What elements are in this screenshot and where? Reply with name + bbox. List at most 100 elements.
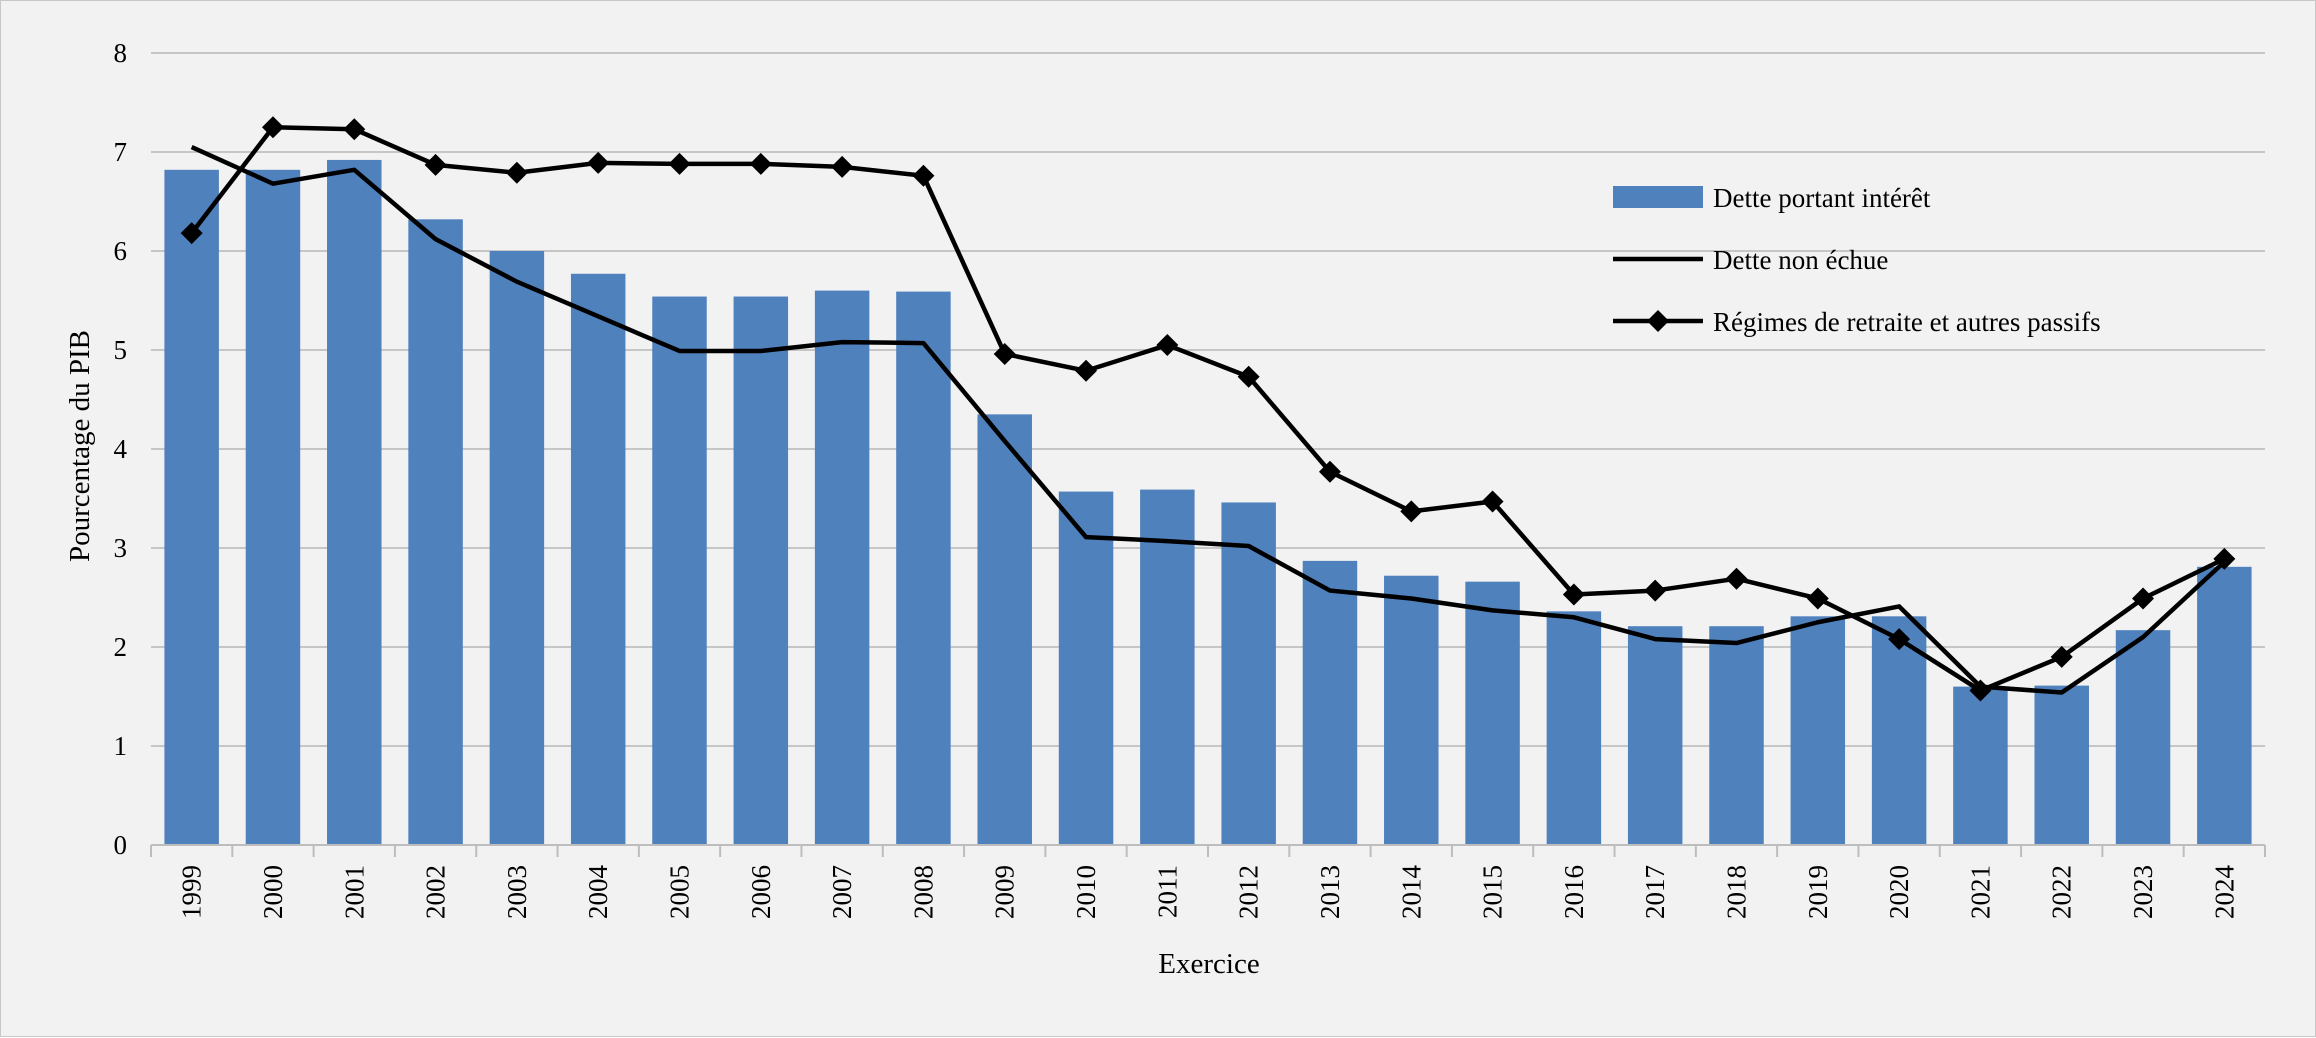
marker-point-2015 (1481, 490, 1504, 513)
marker-point-2009 (993, 342, 1016, 365)
bar-2002 (408, 219, 463, 845)
bar-2006 (733, 296, 789, 845)
legend-swatch-bar (1613, 186, 1703, 208)
marker-point-2016 (1562, 583, 1585, 606)
marker-point-2019 (1806, 587, 1829, 610)
bar-2016 (1546, 611, 1602, 845)
bar-2007 (814, 290, 870, 846)
bar-1999 (164, 169, 219, 845)
x-tick-label-1999: 1999 (177, 865, 207, 919)
y-tick-label-5: 5 (114, 335, 128, 365)
bar-2014 (1384, 575, 1439, 845)
marker-point-2004 (587, 151, 610, 174)
x-tick-label-2003: 2003 (502, 865, 532, 919)
x-tick-label-2004: 2004 (583, 865, 613, 920)
x-tick-label-2015: 2015 (1478, 865, 1508, 919)
legend-swatch-marker (1647, 310, 1669, 332)
marker-point-2001 (343, 118, 366, 141)
bar-2024 (2197, 566, 2252, 845)
series-line-dette-non-echue (190, 144, 2226, 695)
marker-point-2013 (1318, 460, 1341, 483)
marker-point-2012 (1237, 365, 1260, 388)
marker-point-2005 (668, 152, 691, 175)
y-tick-label-1: 1 (114, 731, 128, 761)
x-tick-label-2009: 2009 (990, 865, 1020, 919)
axes-layer: 0 1 2 3 4 5 6 7 8 1999 2000 2001 2002 2003 2004 2005 200… (114, 38, 2266, 919)
marker-point-2014 (1400, 500, 1423, 523)
bar-2018 (1709, 626, 1764, 845)
y-axis-title: Pourcentage du PIB (64, 330, 96, 562)
marker-point-2020 (1888, 628, 1911, 651)
bar-2011 (1140, 489, 1195, 845)
bar-2010 (1058, 491, 1114, 845)
legend-label: Régimes de retraite et autres passifs (1713, 307, 2101, 337)
x-tick-label-2022: 2022 (2047, 865, 2077, 919)
bar-2005 (652, 296, 707, 845)
bar-2000 (245, 169, 301, 845)
bars-layer (164, 159, 2252, 846)
bar-2009 (977, 414, 1032, 845)
lines-layer (180, 116, 2236, 702)
marker-point-2006 (749, 152, 772, 175)
marker-point-2024 (2213, 547, 2236, 570)
bar-2019 (1790, 616, 1846, 845)
x-tick-label-2012: 2012 (1234, 865, 1264, 919)
series-line-regimes-retraite (189, 125, 2226, 693)
marker-point-2017 (1644, 579, 1667, 602)
marker-point-2022 (2050, 645, 2073, 668)
x-tick-label-2013: 2013 (1315, 865, 1345, 919)
y-tick-label-0: 0 (114, 830, 128, 860)
marker-point-2023 (2132, 587, 2155, 610)
bar-2008 (896, 291, 951, 846)
y-tick-label-4: 4 (114, 434, 128, 464)
bar-2022 (2034, 685, 2089, 845)
bar-2003 (489, 251, 545, 845)
x-tick-label-2000: 2000 (258, 865, 288, 919)
x-tick-label-2007: 2007 (827, 865, 857, 919)
bar-2017 (1627, 626, 1683, 845)
y-tick-label-2: 2 (114, 632, 128, 662)
bar-2004 (570, 273, 626, 845)
x-axis-title: Exercice (1158, 948, 1259, 980)
bar-2020 (1871, 616, 1927, 845)
x-tick-label-2010: 2010 (1071, 865, 1101, 919)
bar-2001 (327, 159, 382, 846)
x-tick-label-2006: 2006 (746, 865, 776, 919)
x-tick-label-2019: 2019 (1803, 865, 1833, 919)
x-tick-label-2001: 2001 (339, 865, 369, 919)
y-tick-label-8: 8 (114, 38, 128, 68)
x-tick-label-2020: 2020 (1884, 865, 1914, 919)
marker-point-2010 (1075, 359, 1098, 382)
x-tick-label-2005: 2005 (665, 865, 695, 919)
marker-point-2003 (505, 161, 528, 184)
marker-point-2018 (1725, 567, 1748, 590)
x-tick-label-2002: 2002 (421, 865, 451, 919)
y-tick-label-7: 7 (114, 137, 128, 167)
x-tick-label-2017: 2017 (1640, 865, 1670, 919)
x-tick-label-2008: 2008 (908, 865, 938, 919)
marker-point-2021 (1969, 679, 1992, 702)
bar-2023 (2115, 630, 2171, 845)
x-tick-label-2014: 2014 (1396, 865, 1426, 920)
legend-label: Dette non échue (1713, 245, 1888, 275)
x-tick-label-2018: 2018 (1722, 865, 1752, 919)
bar-2021 (1953, 686, 2008, 845)
marker-point-2007 (831, 155, 854, 178)
y-tick-label-6: 6 (114, 236, 128, 266)
x-tick-label-2023: 2023 (2128, 865, 2158, 919)
marker-point-2008 (912, 164, 935, 187)
bar-2015 (1465, 581, 1520, 845)
y-tick-label-3: 3 (114, 533, 128, 563)
grid-layer (151, 52, 2265, 747)
legend-label: Dette portant intérêt (1713, 183, 1931, 213)
x-tick-label-2016: 2016 (1559, 865, 1589, 919)
bar-2013 (1302, 560, 1358, 845)
marker-point-2011 (1156, 334, 1179, 357)
marker-point-1999 (180, 222, 203, 245)
x-tick-label-2011: 2011 (1152, 865, 1182, 918)
x-tick-label-2021: 2021 (1965, 865, 1995, 919)
x-tick-label-2024: 2024 (2209, 865, 2239, 920)
marker-point-2000 (261, 116, 284, 139)
